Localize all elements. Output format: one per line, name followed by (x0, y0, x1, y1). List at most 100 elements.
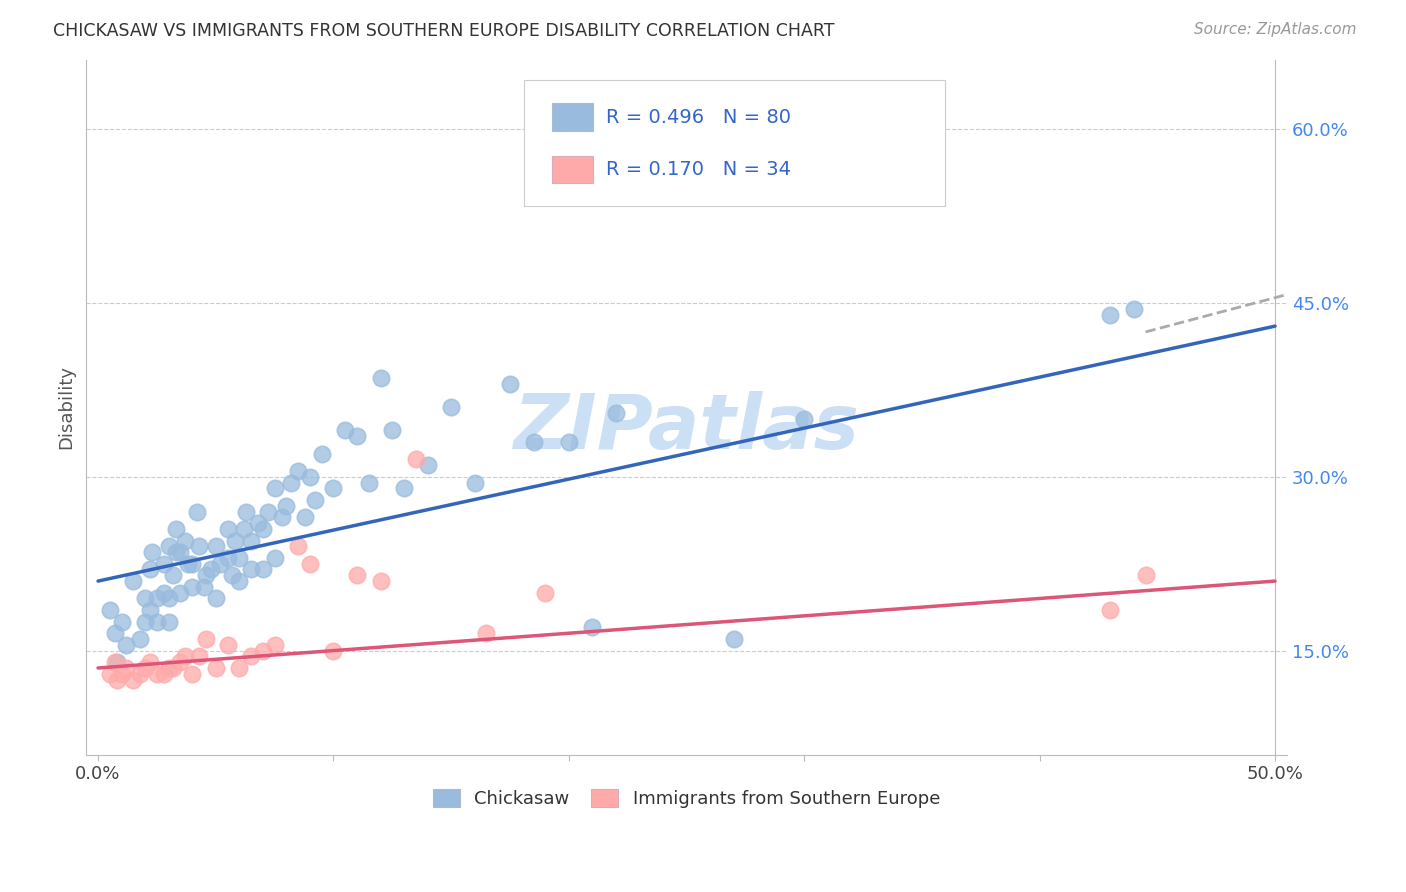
Point (174, 649, 197, 664)
Point (558, 435, 581, 450)
Point (110, 615, 132, 629)
Point (200, 562, 222, 576)
Point (188, 649, 211, 664)
Point (1099, 603, 1122, 617)
Point (440, 401, 463, 415)
Point (134, 615, 156, 629)
Point (146, 591, 169, 606)
Point (217, 550, 239, 565)
Point (169, 545, 191, 559)
Point (174, 533, 197, 548)
FancyBboxPatch shape (524, 80, 945, 206)
FancyBboxPatch shape (553, 103, 593, 130)
Text: ZIPatlas: ZIPatlas (513, 391, 859, 465)
Point (370, 574, 392, 588)
Point (186, 504, 208, 518)
Point (217, 638, 239, 652)
Point (298, 557, 321, 571)
Point (240, 649, 263, 664)
Point (105, 655, 128, 669)
Point (1122, 301, 1144, 316)
Text: R = 0.170   N = 34: R = 0.170 N = 34 (606, 160, 792, 179)
Point (416, 458, 439, 473)
Point (188, 539, 211, 553)
Point (193, 580, 215, 594)
Point (157, 539, 180, 553)
Point (605, 406, 627, 420)
Point (221, 568, 243, 582)
Point (209, 557, 232, 571)
Point (370, 371, 392, 385)
Point (346, 429, 368, 443)
Point (181, 666, 204, 681)
Point (204, 591, 226, 606)
Point (129, 666, 152, 681)
Point (217, 522, 239, 536)
Point (252, 562, 274, 576)
Point (276, 499, 298, 513)
Legend: Chickasaw, Immigrants from Southern Europe: Chickasaw, Immigrants from Southern Euro… (426, 781, 948, 815)
Point (294, 510, 316, 524)
Point (224, 533, 246, 548)
Point (134, 591, 156, 606)
Point (122, 574, 145, 588)
Point (287, 539, 309, 553)
Point (157, 615, 180, 629)
Point (280, 475, 302, 490)
Point (122, 673, 145, 687)
Point (252, 522, 274, 536)
Point (522, 435, 544, 450)
Point (134, 661, 156, 675)
Point (534, 585, 557, 599)
Point (233, 522, 256, 536)
Text: Source: ZipAtlas.com: Source: ZipAtlas.com (1194, 22, 1357, 37)
Point (235, 504, 257, 518)
Point (153, 666, 176, 681)
Point (139, 562, 162, 576)
Point (311, 447, 333, 461)
Point (110, 666, 132, 681)
Point (298, 470, 321, 484)
Point (139, 603, 162, 617)
Point (256, 504, 278, 518)
Point (165, 522, 187, 536)
Point (98, 603, 121, 617)
Point (153, 585, 176, 599)
Point (157, 661, 180, 675)
FancyBboxPatch shape (553, 155, 593, 183)
Point (162, 661, 184, 675)
Point (146, 666, 169, 681)
Point (157, 591, 180, 606)
Point (165, 545, 187, 559)
Text: CHICKASAW VS IMMIGRANTS FROM SOUTHERN EUROPE DISABILITY CORRELATION CHART: CHICKASAW VS IMMIGRANTS FROM SOUTHERN EU… (53, 22, 835, 40)
Point (115, 661, 138, 675)
Point (98, 666, 121, 681)
Point (581, 620, 603, 634)
Point (1099, 308, 1122, 322)
Point (1135, 568, 1157, 582)
Point (392, 482, 415, 496)
Point (247, 516, 270, 530)
Point (153, 557, 176, 571)
Point (464, 475, 486, 490)
Point (287, 464, 309, 478)
Point (162, 568, 184, 582)
Point (204, 661, 226, 675)
Point (381, 424, 404, 438)
Point (228, 574, 250, 588)
Point (228, 550, 250, 565)
Point (357, 475, 380, 490)
Point (405, 452, 427, 467)
Point (204, 539, 226, 553)
Point (263, 638, 285, 652)
Point (169, 585, 191, 599)
Point (129, 632, 152, 646)
Point (475, 626, 498, 640)
Point (103, 626, 125, 640)
Point (499, 377, 522, 392)
Point (723, 632, 745, 646)
Point (270, 510, 292, 524)
Point (141, 545, 163, 559)
Point (181, 580, 204, 594)
Point (169, 655, 191, 669)
